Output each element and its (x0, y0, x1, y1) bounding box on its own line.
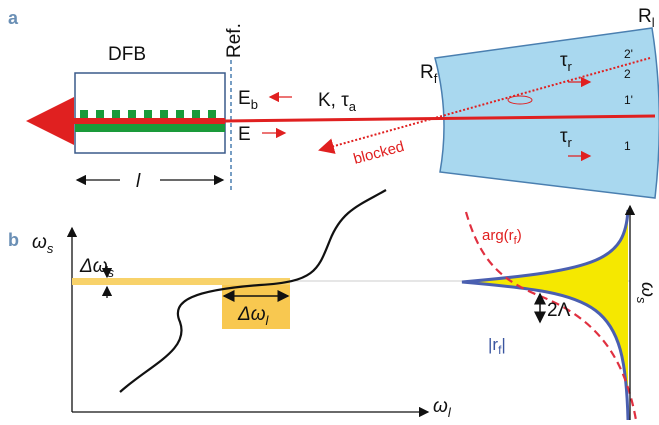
y-axis-label: ωs (32, 232, 54, 256)
panel-label: a (8, 8, 19, 28)
e-label: E (238, 124, 251, 145)
ray-label: 2 (624, 67, 631, 81)
right-axis-label: ωs (634, 282, 658, 304)
k-tau-label: K, τa (318, 90, 357, 114)
d-omega-l-label: Δωl (237, 304, 270, 328)
ray-label: 1' (624, 93, 633, 107)
rf-label: Rf (420, 62, 438, 86)
length-label: l (136, 171, 141, 192)
two-lambda-label: 2Λ (547, 300, 571, 321)
band (72, 278, 290, 285)
dfb-label: DFB (108, 44, 146, 65)
rl-label: Rl (638, 6, 655, 30)
arg-label: arg(rf) (482, 227, 522, 247)
figure: a DFB Ref. Eb E K, τa Rf Rl τr τr 2' 2 1… (0, 0, 659, 425)
ref-label: Ref. (224, 23, 245, 58)
ray-label: 2' (624, 47, 633, 61)
eb-label: Eb (238, 88, 258, 112)
ray-label: 1 (624, 139, 631, 153)
active-layer (75, 118, 225, 124)
d-omega-s-label: Δωs (79, 256, 115, 280)
x-axis-label: ωl (433, 396, 452, 420)
panel-label: b (8, 230, 19, 250)
abs-label: |rf| (488, 335, 506, 357)
blocked-label: blocked (352, 138, 406, 168)
